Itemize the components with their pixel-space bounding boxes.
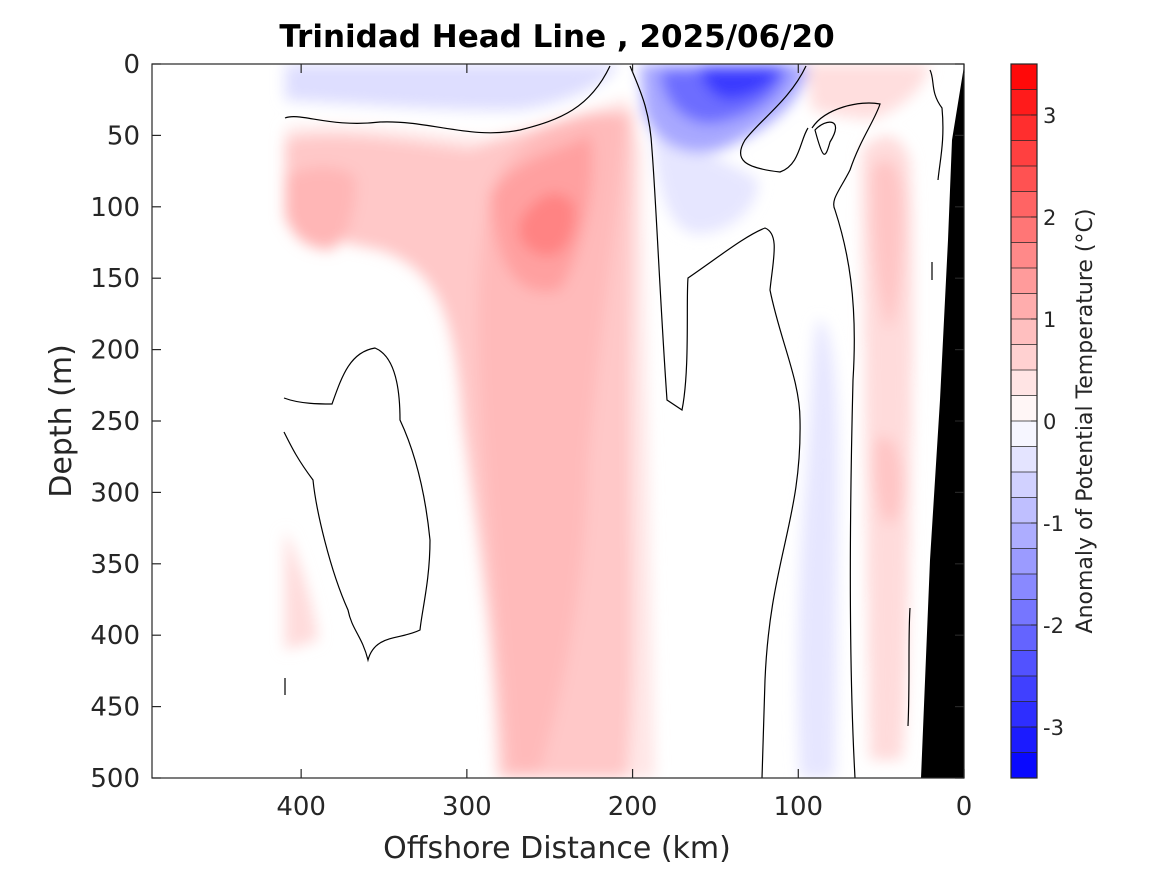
anomaly-region	[871, 160, 904, 330]
anomaly-region	[874, 436, 902, 524]
y-tick-label: 100	[90, 193, 140, 223]
colorbar-segment	[1011, 140, 1037, 166]
y-axis-title: Depth (m)	[44, 344, 79, 498]
x-tick-label: 300	[442, 792, 492, 822]
colorbar-segment	[1011, 191, 1037, 217]
y-tick-label: 250	[90, 407, 140, 437]
zero-contour	[284, 65, 611, 134]
zero-contour	[283, 347, 431, 663]
colorbar-segment	[1011, 676, 1037, 702]
colorbar-segment	[1011, 625, 1037, 651]
colorbar-segment	[1011, 701, 1037, 727]
x-tick-label: 100	[773, 792, 823, 822]
zero-contour	[907, 607, 911, 727]
colorbar-segment	[1011, 727, 1037, 753]
zero-contour	[739, 65, 809, 173]
colorbar: 3 2 1 0 -1 -2 -3	[1010, 63, 1064, 779]
colorbar-segment	[1011, 293, 1037, 319]
colorbar-segment	[1011, 217, 1037, 243]
y-tick-label: 50	[107, 121, 140, 151]
chart-title: Trinidad Head Line , 2025/06/20	[279, 19, 834, 55]
zero-contour	[629, 65, 801, 778]
anomaly-region	[285, 64, 620, 111]
colorbar-segment	[1011, 115, 1037, 141]
colorbar-segment	[1011, 574, 1037, 600]
anomaly-region	[285, 166, 356, 250]
colorbar-segment	[1011, 599, 1037, 625]
anomaly-region	[285, 530, 318, 650]
colorbar-tick-label: 2	[1043, 206, 1056, 230]
anomaly-region	[700, 66, 780, 100]
colorbar-segment	[1011, 319, 1037, 345]
x-tick-label: 400	[276, 792, 326, 822]
colorbar-tick-label: 1	[1043, 308, 1056, 332]
colorbar-segment	[1011, 548, 1037, 574]
colorbar-segment	[1011, 370, 1037, 396]
x-tick-label: 200	[608, 792, 658, 822]
anomaly-region	[797, 319, 838, 778]
colorbar-segment	[1011, 650, 1037, 676]
x-tick-label: 0	[956, 792, 973, 822]
anomaly-region	[518, 193, 576, 257]
x-axis: 400 300 200 100 0	[276, 64, 972, 822]
anomaly-region	[806, 64, 930, 120]
colorbar-segment	[1011, 752, 1037, 778]
y-tick-label: 500	[90, 764, 140, 794]
zero-contour	[811, 102, 881, 778]
x-axis-title: Offshore Distance (km)	[383, 831, 731, 866]
colorbar-segment	[1011, 89, 1037, 115]
colorbar-segment	[1011, 64, 1037, 90]
y-tick-label: 200	[90, 336, 140, 366]
seafloor-mask	[921, 66, 964, 778]
colorbar-segment	[1011, 421, 1037, 447]
zero-contours	[283, 65, 944, 778]
anomaly-field	[285, 64, 930, 778]
colorbar-segment	[1011, 446, 1037, 472]
y-tick-label: 400	[90, 621, 140, 651]
plot-area: 400 300 200 100 0 0 50 100 150 200 250 300 350 400 45…	[90, 50, 972, 822]
colorbar-segment	[1011, 395, 1037, 421]
anomaly-region	[652, 132, 759, 234]
y-tick-label: 300	[90, 478, 140, 508]
colorbar-segment	[1011, 166, 1037, 192]
colorbar-segment	[1011, 523, 1037, 549]
colorbar-segment	[1011, 242, 1037, 268]
y-tick-label: 0	[123, 50, 140, 80]
y-tick-label: 150	[90, 264, 140, 294]
zero-contour	[814, 121, 837, 155]
colorbar-segment	[1011, 344, 1037, 370]
colorbar-segment	[1011, 268, 1037, 294]
y-tick-label: 350	[90, 550, 140, 580]
colorbar-title: Anomaly of Potential Temperature (°C)	[1073, 209, 1098, 634]
colorbar-tick-label: 0	[1043, 410, 1056, 434]
colorbar-tick-label: -3	[1043, 716, 1064, 740]
zero-contour	[929, 69, 944, 181]
colorbar-tick-label: -2	[1043, 614, 1064, 638]
colorbar-tick-label: -1	[1043, 512, 1064, 536]
colorbar-segment	[1011, 472, 1037, 498]
colorbar-tick-label: 3	[1043, 104, 1056, 128]
y-axis: 0 50 100 150 200 250 300 350 400 450 500	[90, 50, 964, 794]
y-tick-label: 450	[90, 693, 140, 723]
colorbar-segment	[1011, 497, 1037, 523]
